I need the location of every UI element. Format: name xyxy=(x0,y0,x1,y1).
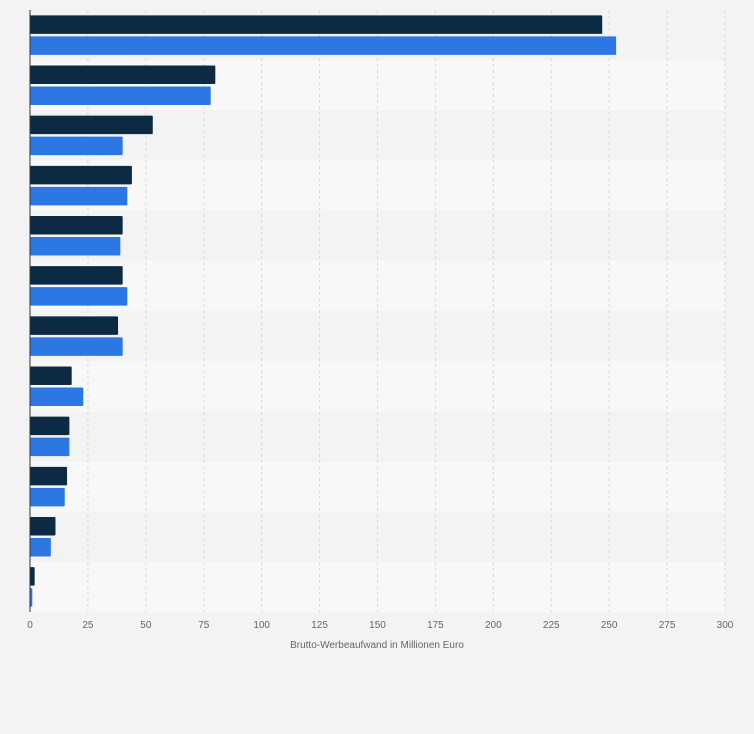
bar-series-2[interactable] xyxy=(30,86,211,106)
x-tick-label: 200 xyxy=(485,620,502,631)
x-tick-label: 0 xyxy=(27,620,33,631)
x-axis-ticks: 0 25 50 75 100 125 150 175 200 225 250 275 300 xyxy=(27,620,734,631)
bar-series-1[interactable] xyxy=(30,416,70,436)
bar-series-2[interactable] xyxy=(30,237,121,256)
bar-series-2[interactable] xyxy=(30,36,617,55)
bar-series-1[interactable] xyxy=(30,466,68,486)
bar-series-1[interactable] xyxy=(30,115,153,135)
x-tick-label: 300 xyxy=(717,620,734,631)
x-tick-label: 100 xyxy=(253,620,270,631)
bar-series-2[interactable] xyxy=(30,337,123,356)
bar-series-1[interactable] xyxy=(30,15,603,34)
bar-series-2[interactable] xyxy=(30,538,51,557)
bar-series-1[interactable] xyxy=(30,165,132,185)
bar-series-1[interactable] xyxy=(30,65,216,85)
x-tick-label: 50 xyxy=(140,620,152,631)
bar-series-2[interactable] xyxy=(30,186,128,206)
row-band xyxy=(30,511,725,562)
bar-series-1[interactable] xyxy=(30,316,119,335)
x-tick-label: 250 xyxy=(601,620,618,631)
bar-series-2[interactable] xyxy=(30,588,33,607)
x-tick-label: 275 xyxy=(659,620,676,631)
bar-series-2[interactable] xyxy=(30,487,65,507)
row-band xyxy=(30,361,725,412)
bar-series-1[interactable] xyxy=(30,366,72,386)
bar-series-1[interactable] xyxy=(30,266,123,285)
x-tick-label: 150 xyxy=(369,620,386,631)
x-tick-label: 225 xyxy=(543,620,560,631)
bar-series-2[interactable] xyxy=(30,437,70,457)
bar-series-2[interactable] xyxy=(30,387,84,407)
row-band xyxy=(30,210,725,261)
bar-series-1[interactable] xyxy=(30,517,56,536)
bar-series-1[interactable] xyxy=(30,216,123,235)
bar-series-2[interactable] xyxy=(30,136,123,156)
bar-series-2[interactable] xyxy=(30,287,128,306)
grid-lines xyxy=(87,10,726,612)
bar-series-1[interactable] xyxy=(30,567,35,586)
x-tick-label: 75 xyxy=(198,620,210,631)
x-tick-label: 125 xyxy=(311,620,328,631)
x-axis-title: Brutto-Werbeaufwand in Millionen Euro xyxy=(290,640,464,651)
x-tick-label: 25 xyxy=(82,620,94,631)
x-tick-label: 175 xyxy=(427,620,444,631)
bars-layer xyxy=(30,15,617,607)
